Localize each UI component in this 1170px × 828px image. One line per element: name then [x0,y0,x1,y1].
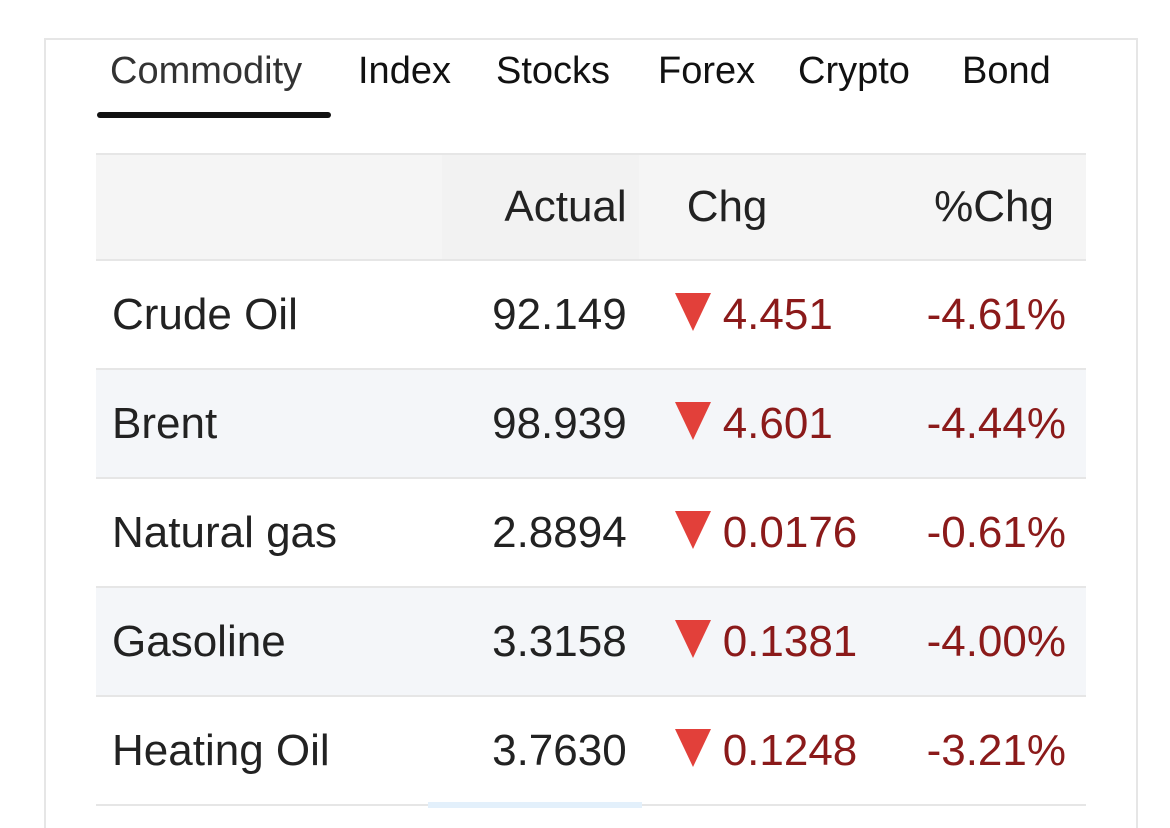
actual-value: 98.939 [492,398,627,448]
change-cell: 0.0176 [639,478,927,587]
change-value: 0.1248 [722,725,858,775]
down-triangle-icon [674,510,711,549]
actual-value: 3.7630 [492,725,627,775]
tab-stocks[interactable]: Stocks [496,50,611,92]
table-row[interactable]: Heating Oil 3.7630 0.1248 -3.21% [96,696,1086,805]
actual-value: 92.149 [492,289,627,339]
table-row[interactable]: Brent 98.939 4.601 -4.44% [96,369,1086,478]
tab-forex[interactable]: Forex [658,50,756,92]
change-value: 0.1381 [722,616,858,666]
change-value: 0.0176 [722,507,858,557]
change-value: 4.601 [722,398,833,448]
table-row[interactable]: Gasoline 3.3158 0.1381 -4.00% [96,587,1086,696]
percent-change-value: -4.44% [926,398,1066,448]
change-cell: 4.601 [639,369,927,478]
tab-bond[interactable]: Bond [962,50,1051,92]
table-row[interactable]: Crude Oil 92.149 4.451 -4.61% [96,260,1086,369]
down-triangle-icon [674,619,711,658]
down-triangle-icon [674,728,711,767]
column-header-chg[interactable]: Chg [638,153,927,260]
commodity-name: Heating Oil [112,725,330,775]
actual-value: 2.8894 [492,507,627,557]
percent-change-value: -4.00% [926,616,1066,666]
table-row[interactable]: Natural gas 2.8894 0.0176 -0.61% [96,478,1086,587]
table-header-row: Actual Chg %Chg [96,153,1086,260]
commodity-quotes-table: Actual Chg %Chg Crude Oil 92.149 4.451 -… [96,153,1086,806]
commodity-name: Gasoline [112,616,286,666]
column-header-actual[interactable]: Actual [441,153,639,260]
column-header-pct-chg[interactable]: %Chg [926,153,1086,260]
down-triangle-icon [674,401,711,440]
percent-change-value: -4.61% [926,289,1066,339]
commodity-name: Natural gas [112,507,338,557]
percent-change-value: -3.21% [926,725,1066,775]
change-value: 4.451 [722,289,833,339]
active-tab-indicator [97,112,331,118]
change-cell: 0.1248 [639,696,927,805]
scroll-indicator [428,802,642,808]
tab-commodity[interactable]: Commodity [110,50,303,92]
change-cell: 0.1381 [639,587,927,696]
change-cell: 4.451 [639,260,927,369]
actual-value: 3.3158 [492,616,627,666]
tab-crypto[interactable]: Crypto [798,50,910,92]
commodity-name: Brent [112,398,218,448]
market-tabs: Commodity Index Stocks Forex Crypto Bond [52,44,1051,118]
column-header-name [96,153,442,260]
percent-change-value: -0.61% [926,507,1066,557]
commodity-name: Crude Oil [112,289,298,339]
tab-index[interactable]: Index [358,50,451,92]
down-triangle-icon [674,292,711,331]
